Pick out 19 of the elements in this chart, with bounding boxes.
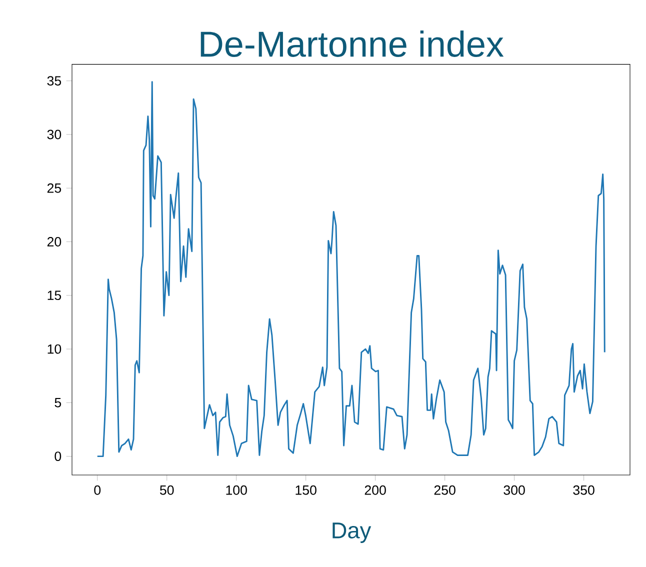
- x-tick-label: 50: [160, 485, 174, 495]
- line-series: [96, 81, 606, 458]
- x-tick-label: 200: [364, 485, 386, 495]
- x-tick-label: 300: [504, 485, 525, 495]
- x-tick-label: 150: [296, 485, 316, 495]
- y-tick-label: 0: [54, 452, 62, 462]
- x-axis-title: Day: [332, 522, 372, 543]
- y-tick-label: 20: [47, 237, 62, 246]
- y-tick-label: 25: [47, 183, 62, 193]
- chart-title: De-Martonne index: [200, 30, 504, 57]
- y-tick-label: 30: [47, 130, 62, 140]
- y-tick-label: 5: [54, 398, 62, 408]
- x-tick-label: 0: [94, 485, 101, 495]
- x-tick-label: 100: [226, 485, 247, 495]
- y-tick-label: 35: [47, 76, 62, 86]
- x-tick-label: 350: [573, 485, 594, 495]
- x-tick-label: 250: [434, 485, 456, 495]
- y-tick-label: 10: [48, 344, 62, 354]
- y-tick-label: 15: [48, 290, 62, 300]
